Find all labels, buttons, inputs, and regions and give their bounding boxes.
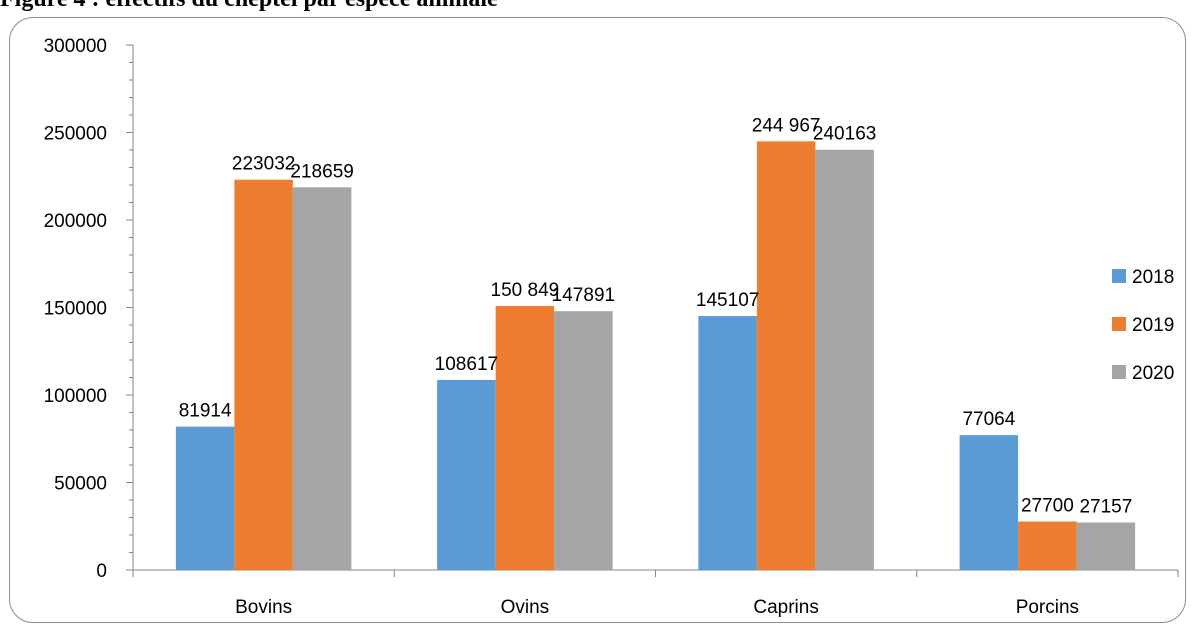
legend-label: 2020 bbox=[1132, 363, 1174, 384]
legend-label: 2018 bbox=[1132, 267, 1174, 288]
y-tick-label: 0 bbox=[96, 561, 107, 582]
bars bbox=[175, 141, 1136, 571]
legend-swatch-2019 bbox=[1112, 317, 1126, 331]
bar-2018-caprins bbox=[698, 316, 757, 570]
x-category-label: Porcins bbox=[1016, 597, 1079, 618]
bar-2020-bovins bbox=[292, 187, 352, 571]
legend-label: 2019 bbox=[1132, 315, 1174, 336]
bar-2020-caprins bbox=[815, 149, 874, 570]
axes: 0 50000 100000 150000 200000 250000 300000 Bovi… bbox=[44, 36, 1179, 618]
x-category-label: Bovins bbox=[235, 597, 292, 618]
legend: 2018 2019 2020 bbox=[1112, 267, 1174, 384]
data-label: 81914 bbox=[179, 401, 232, 422]
y-tick-label: 50000 bbox=[54, 474, 107, 495]
bar-2018-ovins bbox=[437, 379, 496, 570]
legend-swatch-2018 bbox=[1112, 269, 1126, 283]
x-category-label: Ovins bbox=[501, 597, 550, 618]
data-label: 240163 bbox=[813, 124, 876, 145]
bar-2020-porcins bbox=[1076, 522, 1136, 570]
data-label: 218659 bbox=[290, 161, 353, 182]
data-label: 77064 bbox=[962, 409, 1015, 430]
data-label: 147891 bbox=[552, 285, 615, 306]
y-tick-label: 300000 bbox=[44, 36, 107, 57]
data-label: 108617 bbox=[435, 354, 498, 375]
bar-2019-caprins bbox=[756, 141, 816, 571]
data-label: 150 849 bbox=[491, 280, 560, 301]
y-tick-label: 100000 bbox=[44, 386, 107, 407]
bar-2020-ovins bbox=[554, 311, 613, 570]
chart-title: Figure 4 : effectifs du cheptel par espè… bbox=[0, 0, 498, 13]
bar-2019-bovins bbox=[234, 179, 293, 570]
bar-2018-porcins bbox=[959, 435, 1019, 570]
y-tick-label: 150000 bbox=[44, 299, 107, 320]
y-tick-label: 200000 bbox=[44, 211, 107, 232]
data-label: 145107 bbox=[696, 290, 759, 311]
data-label: 27157 bbox=[1079, 496, 1132, 517]
legend-swatch-2020 bbox=[1112, 365, 1126, 379]
bar-2018-bovins bbox=[175, 426, 235, 570]
bar-2019-porcins bbox=[1018, 521, 1077, 570]
y-tick-label: 250000 bbox=[44, 124, 107, 145]
data-label: 223032 bbox=[232, 154, 295, 175]
x-category-label: Caprins bbox=[753, 597, 818, 618]
bar-2019-ovins bbox=[495, 306, 555, 570]
data-label: 244 967 bbox=[752, 115, 821, 136]
data-label: 27700 bbox=[1021, 496, 1074, 517]
